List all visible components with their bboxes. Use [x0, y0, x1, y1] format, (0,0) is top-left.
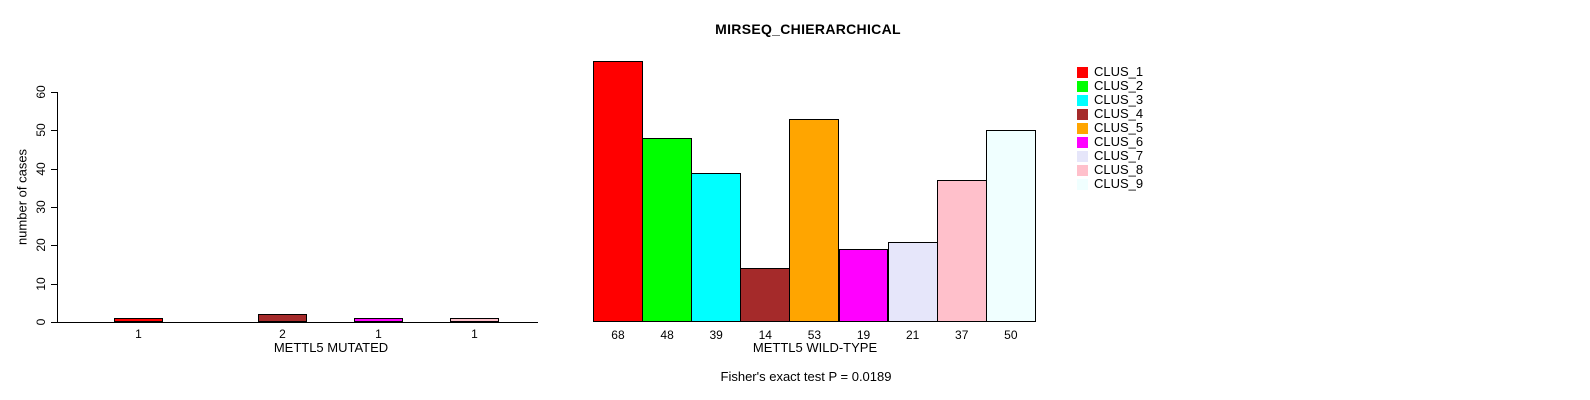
bar-value-label: 53 — [807, 328, 822, 342]
y-tick-label: 20 — [34, 238, 48, 253]
bar-clus_4 — [258, 314, 307, 322]
legend-item: CLUS_1 — [1077, 65, 1143, 79]
legend-item: CLUS_4 — [1077, 107, 1143, 121]
legend-item: CLUS_8 — [1077, 163, 1143, 177]
bar-value-label: 1 — [471, 327, 478, 341]
legend-item: CLUS_5 — [1077, 121, 1143, 135]
bar-clus_8 — [936, 180, 987, 322]
y-tick-label: 30 — [34, 200, 48, 214]
chart-title: MIRSEQ_CHIERARCHICAL — [715, 21, 901, 37]
legend-item: CLUS_6 — [1077, 135, 1143, 149]
legend-swatch — [1077, 164, 1088, 176]
bar-value-label: 21 — [905, 328, 920, 342]
bar-value-label: 19 — [856, 328, 871, 342]
bar-value-label: 50 — [1004, 328, 1018, 342]
bar-value-label: 37 — [955, 328, 969, 342]
legend-label: CLUS_1 — [1094, 64, 1144, 79]
y-tick — [51, 130, 58, 132]
bar-value-label: 48 — [660, 328, 674, 342]
x-axis-label-mutated: METTL5 MUTATED — [273, 340, 389, 355]
legend-swatch — [1077, 94, 1088, 106]
legend-swatch — [1077, 108, 1088, 120]
y-tick-label: 10 — [34, 276, 48, 291]
bar-clus_1 — [593, 61, 643, 322]
legend-swatch — [1077, 150, 1088, 162]
y-tick — [51, 245, 58, 247]
bar-clus_7 — [887, 241, 938, 322]
legend-swatch — [1077, 80, 1088, 92]
legend-item: CLUS_7 — [1077, 149, 1143, 163]
y-tick-label: 40 — [34, 161, 48, 176]
y-tick — [51, 92, 58, 93]
legend-swatch — [1077, 136, 1088, 148]
bar-clus_1 — [114, 318, 163, 322]
legend-label: CLUS_5 — [1094, 120, 1144, 135]
fisher-test-note: Fisher's exact test P = 0.0189 — [720, 369, 892, 384]
legend-item: CLUS_9 — [1077, 177, 1143, 191]
legend-label: CLUS_4 — [1094, 106, 1144, 121]
legend-label: CLUS_6 — [1094, 134, 1144, 149]
bar-value-label: 14 — [758, 328, 772, 342]
legend-label: CLUS_9 — [1094, 176, 1144, 191]
bar-value-label: 2 — [279, 327, 286, 341]
bar-clus_6 — [838, 249, 889, 322]
y-tick-label: 50 — [34, 123, 48, 138]
legend-swatch — [1077, 66, 1088, 78]
y-tick — [51, 283, 58, 285]
bar-value-label: 1 — [135, 327, 142, 341]
y-tick — [51, 168, 58, 170]
bar-clus_2 — [642, 138, 693, 322]
bar-value-label: 39 — [709, 328, 723, 342]
bar-clus_5 — [789, 118, 840, 322]
legend-label: CLUS_2 — [1094, 78, 1144, 93]
x-axis-label-wildtype: METTL5 WILD-TYPE — [752, 340, 878, 355]
y-tick — [51, 322, 58, 323]
bar-value-label: 68 — [611, 328, 625, 342]
bar-clus_6 — [354, 318, 403, 322]
legend-item: CLUS_3 — [1077, 93, 1143, 107]
y-tick-label: 60 — [34, 85, 48, 99]
bar-value-label: 1 — [375, 327, 382, 341]
bar-clus_4 — [740, 268, 791, 322]
y-tick — [51, 207, 58, 208]
bar-clus_3 — [691, 172, 742, 322]
legend-label: CLUS_3 — [1094, 92, 1144, 107]
legend-swatch — [1077, 178, 1088, 190]
legend-label: CLUS_7 — [1094, 148, 1144, 163]
y-tick-label: 0 — [34, 318, 48, 326]
x-axis-line-mutated — [58, 322, 538, 323]
y-axis-label: number of cases — [14, 148, 30, 246]
legend-swatch — [1077, 122, 1088, 134]
legend-item: CLUS_2 — [1077, 79, 1143, 93]
bar-clus_9 — [985, 130, 1036, 322]
bar-clus_8 — [450, 318, 499, 322]
legend-label: CLUS_8 — [1094, 162, 1144, 177]
